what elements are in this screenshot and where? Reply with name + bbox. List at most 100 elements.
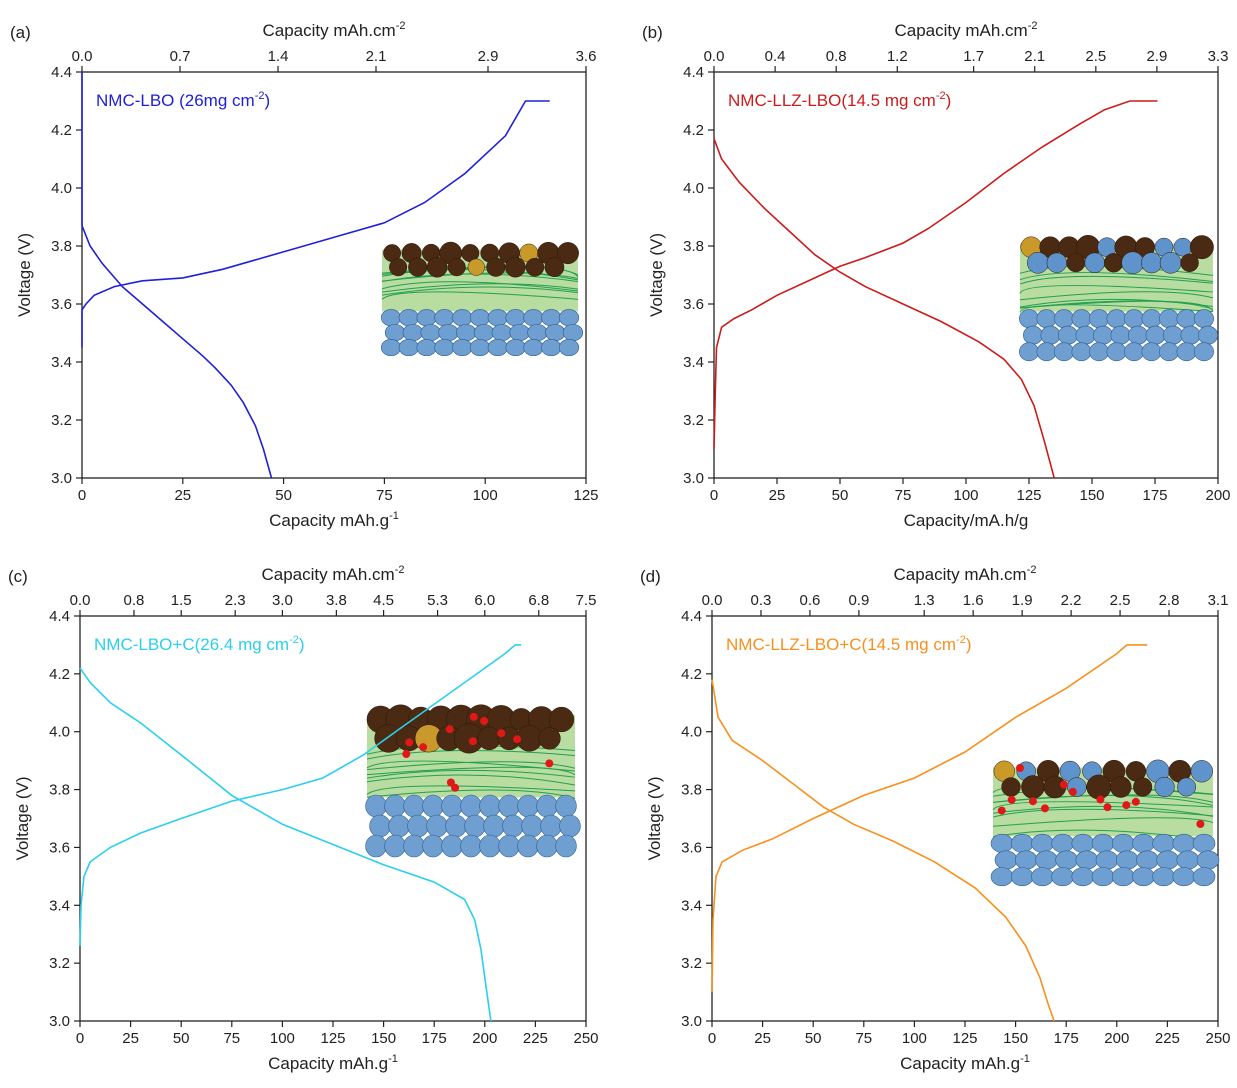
electrolyte-particle [509, 324, 530, 342]
x-tick-label: 175 [422, 1030, 447, 1047]
x-tick-label: 125 [573, 487, 598, 504]
carbon-particle [402, 749, 411, 758]
x-tick-label: 0 [708, 1030, 716, 1047]
x-axis-label: Capacity mAh.g-1 [900, 1053, 1030, 1073]
electrolyte-particle [523, 309, 544, 327]
electrolyte-particle [388, 814, 410, 838]
carbon-particle [1028, 797, 1037, 806]
electrolyte-particle [441, 834, 463, 858]
llz-particle [1084, 252, 1105, 273]
nmc-particle [389, 258, 408, 277]
electrolyte-particle [402, 324, 423, 342]
x-tick-label: 250 [573, 1030, 598, 1047]
y-tick-label: 3.2 [683, 412, 704, 429]
llz-particle [1141, 252, 1163, 274]
electrolyte-particle [1194, 309, 1214, 329]
electrolyte-particle [445, 814, 467, 838]
annotation-sup: -2 [289, 634, 299, 646]
electrolyte-particle [1036, 342, 1057, 362]
electrolyte-particle [523, 339, 544, 357]
x2-axis-label: Capacity mAh.cm-2 [895, 20, 1038, 40]
y-tick-label: 3.4 [683, 354, 704, 371]
y-tick-label: 3.6 [49, 839, 70, 856]
electrolyte-particle [1176, 309, 1197, 329]
x2-tick-label: 0.8 [124, 592, 145, 609]
y-axis-label: Voltage (V) [13, 776, 32, 860]
x-axis-label-main: Capacity mAh.g [268, 1054, 388, 1073]
electrolyte-particle [555, 834, 577, 858]
nmc-particle [486, 257, 506, 277]
binder-network [381, 286, 579, 296]
carbon-particle [1096, 795, 1105, 804]
nmc-particle [544, 257, 565, 278]
electrolyte-particle [1040, 325, 1061, 345]
annotation-main: NMC-LLZ-LBO+C(14.5 mg cm [726, 635, 956, 654]
x2-tick-label: 0.4 [765, 48, 786, 65]
x-tick-label: 125 [952, 1030, 977, 1047]
x2-tick-label: 0.0 [70, 592, 91, 609]
electrolyte-particle [1023, 325, 1043, 345]
electrolyte-particle [1031, 833, 1054, 853]
x2-tick-label: 3.1 [1208, 592, 1229, 609]
electrolyte-particle [1159, 309, 1179, 329]
x-tick-label: 50 [805, 1030, 822, 1047]
nmc-particle [1066, 253, 1086, 273]
x-tick-label: 0 [710, 487, 718, 504]
panel-label: (a) [10, 23, 31, 42]
x2-axis-label-sup: -2 [1028, 20, 1038, 32]
voltage-curve [79, 644, 522, 946]
electrolyte-particle [1110, 325, 1131, 345]
y-tick-label: 4.2 [683, 122, 704, 139]
x2-tick-label: 6.8 [528, 592, 549, 609]
llz-particle [1046, 252, 1067, 273]
annotation: NMC-LBO+C(26.4 mg cm-2) [94, 634, 305, 654]
x2-tick-label: 0.3 [751, 592, 772, 609]
electrolyte-particle [438, 324, 459, 342]
electrolyte-particle [434, 339, 455, 357]
electrolyte-particle [464, 814, 486, 838]
electrolyte-particle [1091, 867, 1115, 887]
annotation-main: NMC-LBO (26mg cm [96, 91, 255, 110]
x-tick-label: 250 [1205, 1030, 1230, 1047]
electrolyte-particle [491, 324, 512, 342]
electrolyte-particle [1176, 850, 1200, 870]
x2-tick-label: 0.0 [704, 48, 725, 65]
electrolyte-particle [1132, 867, 1155, 887]
x-tick-label: 200 [1104, 1030, 1129, 1047]
electrolyte-particle [545, 324, 566, 342]
x-tick-label: 100 [473, 487, 498, 504]
y-tick-label: 3.0 [49, 1013, 70, 1030]
electrolyte-particle [536, 834, 558, 858]
electrolyte-particle [365, 834, 387, 858]
electrolyte-particle [1159, 342, 1179, 362]
y-tick-label: 3.4 [49, 897, 70, 914]
llz-particle [1027, 251, 1049, 274]
y-axis-label: Voltage (V) [647, 233, 666, 317]
binder-network [1019, 291, 1214, 301]
electrolyte-particle [558, 309, 580, 327]
panel-label: (b) [642, 23, 663, 42]
x-tick-label: 100 [953, 487, 978, 504]
x-tick-label: 225 [1155, 1030, 1180, 1047]
electrolyte-particle [479, 834, 501, 858]
electrolyte-particle [420, 324, 441, 342]
x-tick-label: 25 [122, 1030, 139, 1047]
electrolyte-particle [1172, 833, 1196, 853]
x-tick-label: 150 [1079, 487, 1104, 504]
llz-particle [1154, 776, 1175, 798]
y-axis-label: Voltage (V) [15, 233, 34, 317]
x-tick-label: 50 [275, 487, 292, 504]
x-axis-label: Capacity/mA.h/g [904, 511, 1029, 530]
electrolyte-particle [1156, 850, 1179, 870]
y-tick-label: 3.0 [683, 470, 704, 487]
x2-tick-label: 0.8 [826, 48, 847, 65]
x2-tick-label: 2.2 [1061, 592, 1082, 609]
y-tick-label: 3.8 [51, 238, 72, 255]
y-tick-label: 3.0 [51, 470, 72, 487]
carbon-particle [1122, 801, 1131, 810]
x2-axis-label: Capacity mAh.cm-2 [894, 564, 1037, 584]
x-tick-label: 175 [1054, 1030, 1079, 1047]
electrolyte-particle [365, 794, 387, 818]
electrolyte-particle [1031, 867, 1054, 887]
carbon-particle [1060, 780, 1069, 789]
